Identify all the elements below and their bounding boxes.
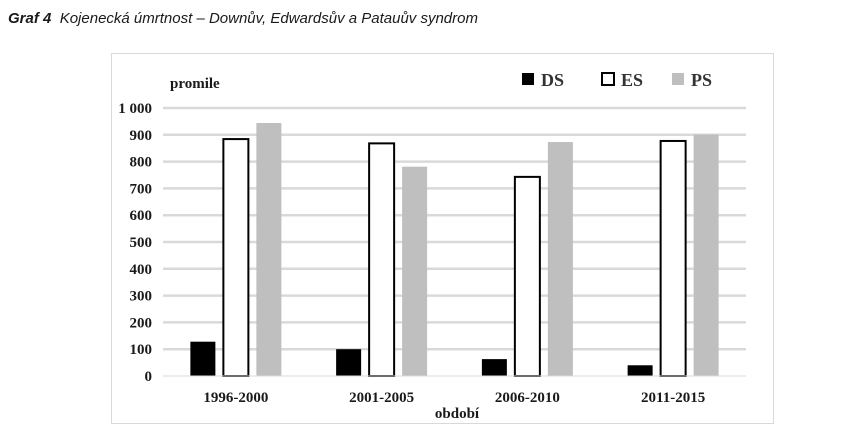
y-tick-label: 100 — [130, 342, 153, 358]
bar-es-2011-2015 — [659, 139, 687, 377]
y-tick-label: 600 — [130, 208, 153, 224]
legend-swatch-ds — [522, 73, 534, 85]
y-tick-label: 1 000 — [118, 101, 152, 117]
legend-label-es: ES — [621, 70, 643, 90]
x-tick-label: 2001-2005 — [349, 390, 414, 406]
y-tick-label: 800 — [130, 155, 153, 171]
figure-title: Kojenecká úmrtnost – Downův, Edwardsův a… — [59, 10, 478, 27]
figure-caption: Graf 4 Kojenecká úmrtnost – Downův, Edwa… — [8, 10, 478, 27]
y-axis-label: promile — [170, 76, 220, 92]
bars — [190, 123, 719, 377]
legend-swatch-ps — [672, 73, 684, 85]
y-tick-label: 300 — [130, 289, 153, 305]
bar-ds-2006-2010 — [481, 359, 507, 376]
bar-es-2006-2010 — [513, 175, 541, 377]
legend-label-ps: PS — [691, 70, 712, 90]
y-tick-label: 0 — [145, 369, 153, 385]
bar-ps-1996-2000 — [256, 123, 282, 377]
legend-swatch-es — [601, 72, 615, 86]
grid-lines — [163, 106, 746, 351]
bar-ps-2006-2010 — [547, 142, 573, 376]
y-tick-label: 500 — [130, 235, 153, 251]
bar-ds-1996-2000 — [190, 341, 216, 376]
bar-ds-2001-2005 — [336, 349, 362, 376]
y-tick-label: 700 — [130, 181, 153, 197]
bar-ps-2001-2005 — [402, 166, 428, 376]
x-axis-label: období — [435, 406, 480, 422]
bar-ps-2011-2015 — [693, 134, 719, 376]
y-tick-label: 200 — [130, 315, 153, 331]
x-tick-labels: 1996-2000 2001-2005 2006-2010 2011-2015 — [203, 390, 705, 406]
bar-es-1996-2000 — [222, 138, 250, 377]
bar-es-2001-2005 — [368, 142, 396, 377]
y-tick-label: 900 — [130, 128, 153, 144]
legend-label-ds: DS — [541, 70, 564, 90]
bar-ds-2011-2015 — [627, 365, 653, 376]
y-tick-label: 400 — [130, 262, 153, 278]
y-tick-labels: 0 100 200 300 400 500 600 700 800 900 1 000 — [118, 101, 152, 385]
figure-number: Graf 4 — [8, 10, 52, 27]
x-tick-label: 1996-2000 — [203, 390, 268, 406]
x-tick-label: 2011-2015 — [641, 390, 705, 406]
x-tick-label: 2006-2010 — [495, 390, 560, 406]
legend: DS ES PS — [522, 70, 712, 90]
